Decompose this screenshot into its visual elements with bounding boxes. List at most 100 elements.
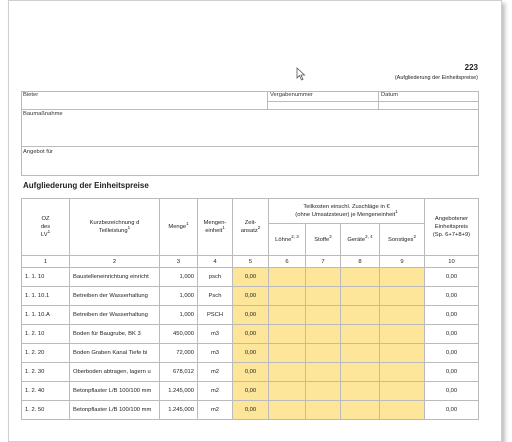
- data-row: 1. 2. 20 Boden Graben Kanal Tiefe bi 72,00…: [21, 343, 479, 363]
- footnote-ref: 1: [186, 221, 189, 226]
- cost-cell: [268, 305, 306, 325]
- header-line: Teilleistung1: [98, 225, 131, 234]
- column-number: 2: [69, 255, 160, 268]
- footnote-ref: 1: [395, 209, 398, 214]
- header-line: Mengen-: [203, 220, 227, 226]
- quantity: 1.245,000: [159, 400, 198, 420]
- column-number: 1: [21, 255, 70, 268]
- description: Boden für Baugrube, BK 3: [69, 324, 160, 344]
- cost-cell: [379, 305, 425, 325]
- quantity: 450,000: [159, 324, 198, 344]
- divider: [267, 91, 268, 110]
- cost-cell: [305, 343, 341, 363]
- header-line: Kurzbezeichnung d: [89, 220, 140, 226]
- column-header: Menge1: [159, 198, 198, 256]
- offer-box: [21, 146, 479, 176]
- price: 0,00: [424, 343, 479, 363]
- cost-cell: [340, 400, 380, 420]
- description: Oberboden abtragen, lagern u: [69, 362, 160, 382]
- cost-cell: [340, 381, 380, 401]
- header-line: Löhne2, 3: [275, 233, 299, 243]
- column-number: 6: [268, 255, 306, 268]
- data-row: 1. 1. 10.1 Betreiben der Wasserhaltung 1,0…: [21, 286, 479, 306]
- header-line: OZ: [41, 216, 50, 222]
- oz: 1. 2. 50: [21, 400, 70, 420]
- quantity: 72,000: [159, 343, 198, 363]
- oz: 1. 1. 10: [21, 267, 70, 287]
- header-line: (Sp. 6+7+8+9): [432, 232, 471, 238]
- oz: 1. 2. 40: [21, 381, 70, 401]
- time: 0,00: [232, 286, 269, 306]
- oz: 1. 2. 20: [21, 343, 70, 363]
- number-row: 1 2 3 4 5 6 7 8 9 10: [21, 255, 479, 268]
- footnote-ref: 2, 4: [365, 233, 373, 239]
- column-header: Zeit-ansatz2: [232, 198, 269, 256]
- bidder-label: Bieter: [23, 92, 39, 98]
- cost-cell: [340, 362, 380, 382]
- cost-cell: [340, 343, 380, 363]
- cost-cell: [305, 381, 341, 401]
- divider: [378, 91, 379, 110]
- header-line: Sonstiges2: [388, 233, 416, 243]
- price: 0,00: [424, 400, 479, 420]
- header-row: OZ des LV1 Kurzbezeichnung d Teilleistung1 Me…: [21, 198, 479, 256]
- data-row: 1. 2. 50 Betonpflaster L/B 100/100 mm 1.24…: [21, 400, 479, 420]
- price: 0,00: [424, 381, 479, 401]
- column-header: Kurzbezeichnung d Teilleistung1: [69, 198, 160, 256]
- header-line: Geräte2, 4: [347, 233, 373, 243]
- footnote-ref: 1: [47, 229, 51, 234]
- header-line: einheit1: [205, 225, 225, 234]
- cost-cell: [268, 362, 306, 382]
- cost-cell: [340, 267, 380, 287]
- price: 0,00: [424, 362, 479, 382]
- header-line: Angebotener: [434, 216, 469, 222]
- column-number: 9: [379, 255, 425, 268]
- unit: m3: [197, 343, 233, 363]
- column-header: Stoffe2: [305, 223, 341, 256]
- header-line: Einheitspreis: [434, 224, 469, 230]
- cost-cell: [305, 324, 341, 344]
- footnote-ref: 2: [413, 233, 416, 239]
- footnote-ref: 1: [222, 225, 225, 230]
- column-header: Löhne2, 3: [268, 223, 306, 256]
- quantity: 1,000: [159, 286, 198, 306]
- description: Boden Graben Kanal Tiefe bi: [69, 343, 160, 363]
- footnote-ref: 2: [329, 233, 332, 239]
- cost-cell: [305, 286, 341, 306]
- cost-cell: [268, 286, 306, 306]
- data-row: 1. 1. 10 Baustelleneinrichtung einricht 1,…: [21, 267, 479, 287]
- cost-cell: [340, 286, 380, 306]
- cost-cell: [379, 324, 425, 344]
- time: 0,00: [232, 362, 269, 382]
- time: 0,00: [232, 305, 269, 325]
- header-line: Menge1: [168, 221, 189, 230]
- cost-cell: [305, 400, 341, 420]
- price: 0,00: [424, 305, 479, 325]
- column-number: 3: [159, 255, 198, 268]
- group-header: Teilkosten einschl. Zuschläge in € (ohne …: [268, 198, 425, 224]
- sheet: 223 (Aufgliederung der Einheitspreise) B…: [8, 0, 502, 442]
- oz: 1. 2. 30: [21, 362, 70, 382]
- column-number: 4: [197, 255, 233, 268]
- description: Betreiben der Wasserhaltung: [69, 286, 160, 306]
- data-row: 1. 2. 10 Boden für Baugrube, BK 3 450,000 m…: [21, 324, 479, 344]
- header-line: Zeit-: [244, 220, 257, 226]
- cost-cell: [268, 324, 306, 344]
- project-box: [21, 109, 479, 147]
- quantity: 1,000: [159, 305, 198, 325]
- cost-cell: [268, 267, 306, 287]
- cost-cell: [379, 362, 425, 382]
- oz: 1. 1. 10.A: [21, 305, 70, 325]
- description: Betreiben der Wasserhaltung: [69, 305, 160, 325]
- column-header: Mengen-einheit1: [197, 198, 233, 256]
- cost-cell: [305, 305, 341, 325]
- time: 0,00: [232, 343, 269, 363]
- cost-cell: [340, 305, 380, 325]
- cost-cell: [305, 362, 341, 382]
- price: 0,00: [424, 324, 479, 344]
- price: 0,00: [424, 267, 479, 287]
- column-header: Sonstiges2: [379, 223, 425, 256]
- section-title: Aufgliederung der Einheitspreise: [23, 181, 149, 190]
- column-header: Geräte2, 4: [340, 223, 380, 256]
- time: 0,00: [232, 267, 269, 287]
